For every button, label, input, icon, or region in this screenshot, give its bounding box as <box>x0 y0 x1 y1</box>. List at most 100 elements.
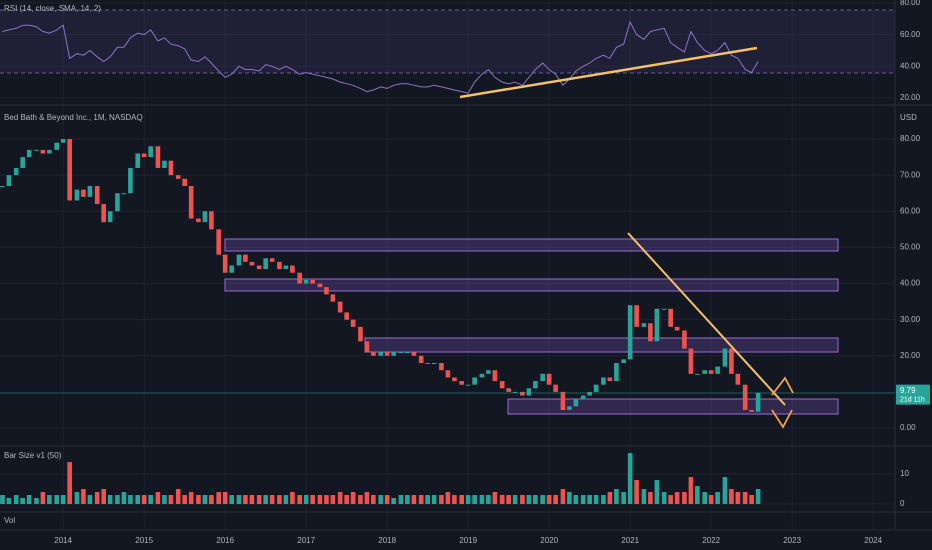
volume-bar <box>661 492 667 505</box>
y-tick-label: 80.00 <box>900 134 921 143</box>
volume-bar <box>601 495 606 505</box>
candle <box>634 305 639 327</box>
candle <box>6 175 12 187</box>
volume-bar <box>688 477 694 505</box>
candle <box>391 352 396 356</box>
volume-bar <box>715 492 720 505</box>
candle <box>162 160 167 168</box>
volume-bar <box>74 492 80 505</box>
volume-bar <box>735 492 741 505</box>
volume-bar <box>364 492 370 505</box>
volume-bar <box>277 495 282 505</box>
volume-bar <box>290 492 295 505</box>
volume-bar <box>553 495 558 505</box>
volume-bar <box>722 477 728 505</box>
volume-bar <box>378 495 383 505</box>
volume-bar <box>729 489 734 505</box>
candle <box>364 341 370 353</box>
candle <box>715 366 720 374</box>
volume-bar <box>540 495 545 505</box>
candle <box>47 149 52 154</box>
candle <box>702 370 707 374</box>
candle <box>148 146 153 158</box>
volume-bar <box>0 495 5 505</box>
y-tick-label: 50.00 <box>900 243 921 252</box>
volume-bar <box>128 495 133 505</box>
candle <box>573 399 579 407</box>
volume-bar <box>337 492 343 505</box>
volume-bar <box>243 495 248 505</box>
candle <box>439 363 444 371</box>
candle <box>526 388 532 396</box>
candle <box>20 157 25 168</box>
candle <box>668 308 673 327</box>
volume-bar <box>459 495 464 505</box>
y-tick-label: 30.00 <box>900 315 921 324</box>
volume-bar <box>634 480 639 505</box>
x-tick-label: 2016 <box>216 536 234 545</box>
volume-bar <box>303 495 309 505</box>
candle <box>540 373 545 382</box>
y-tick-label: 40.00 <box>900 61 921 70</box>
currency-label: USD <box>900 113 917 122</box>
volume-bar <box>627 453 633 505</box>
volume-bar <box>202 495 208 505</box>
volume-bar <box>580 495 586 505</box>
volume-bar <box>81 489 86 505</box>
volume-bar <box>512 495 518 505</box>
candle <box>520 391 525 396</box>
volume-bar <box>520 495 525 505</box>
candle <box>256 265 262 270</box>
candle <box>337 301 343 313</box>
volume-bar <box>674 492 680 505</box>
volume-bar <box>492 492 498 505</box>
candle <box>216 229 221 255</box>
volume-bar <box>216 492 221 505</box>
candle <box>472 377 477 385</box>
candle <box>0 186 5 188</box>
volume-bar <box>148 495 153 505</box>
candle <box>74 189 80 201</box>
candle <box>607 377 613 382</box>
price-tag <box>896 384 930 405</box>
candle <box>243 254 248 262</box>
volume-bar <box>168 495 174 505</box>
volume-bar <box>87 495 93 505</box>
x-tick-label: 2017 <box>297 536 315 545</box>
y-tick-label: 40.00 <box>900 279 921 288</box>
volume-bar <box>222 492 228 505</box>
candle <box>479 373 485 378</box>
candle <box>202 211 208 223</box>
volume-bar <box>445 492 451 505</box>
candle <box>378 352 383 356</box>
marks-layer <box>0 20 761 505</box>
y-tick-label: 20.00 <box>900 351 921 360</box>
volume-bar <box>573 495 579 505</box>
volume-bar <box>641 489 647 505</box>
candle <box>614 363 619 382</box>
volume-bar <box>330 495 336 505</box>
candle <box>695 373 700 375</box>
y-tick-label: 0.00 <box>900 423 916 432</box>
volume-bar <box>431 495 437 505</box>
candle <box>350 319 356 327</box>
x-tick-label: 2023 <box>783 536 801 545</box>
candle <box>60 139 66 143</box>
candle <box>431 363 437 365</box>
volume-bar <box>391 498 396 505</box>
candle <box>593 384 599 392</box>
zone <box>224 238 839 252</box>
candle <box>236 254 242 266</box>
rsi-title: RSI (14, close, SMA, 14, 2) <box>4 4 101 13</box>
x-tick-label: 2020 <box>540 536 558 545</box>
candle <box>459 381 464 385</box>
candle <box>755 392 761 412</box>
volume-bar <box>425 495 430 505</box>
volume-bar <box>107 495 113 505</box>
candle <box>674 326 680 331</box>
candle <box>533 381 538 389</box>
volume-bar <box>182 495 187 505</box>
volume-bar <box>479 495 485 505</box>
volume-bar <box>94 492 100 505</box>
candle <box>317 283 323 288</box>
